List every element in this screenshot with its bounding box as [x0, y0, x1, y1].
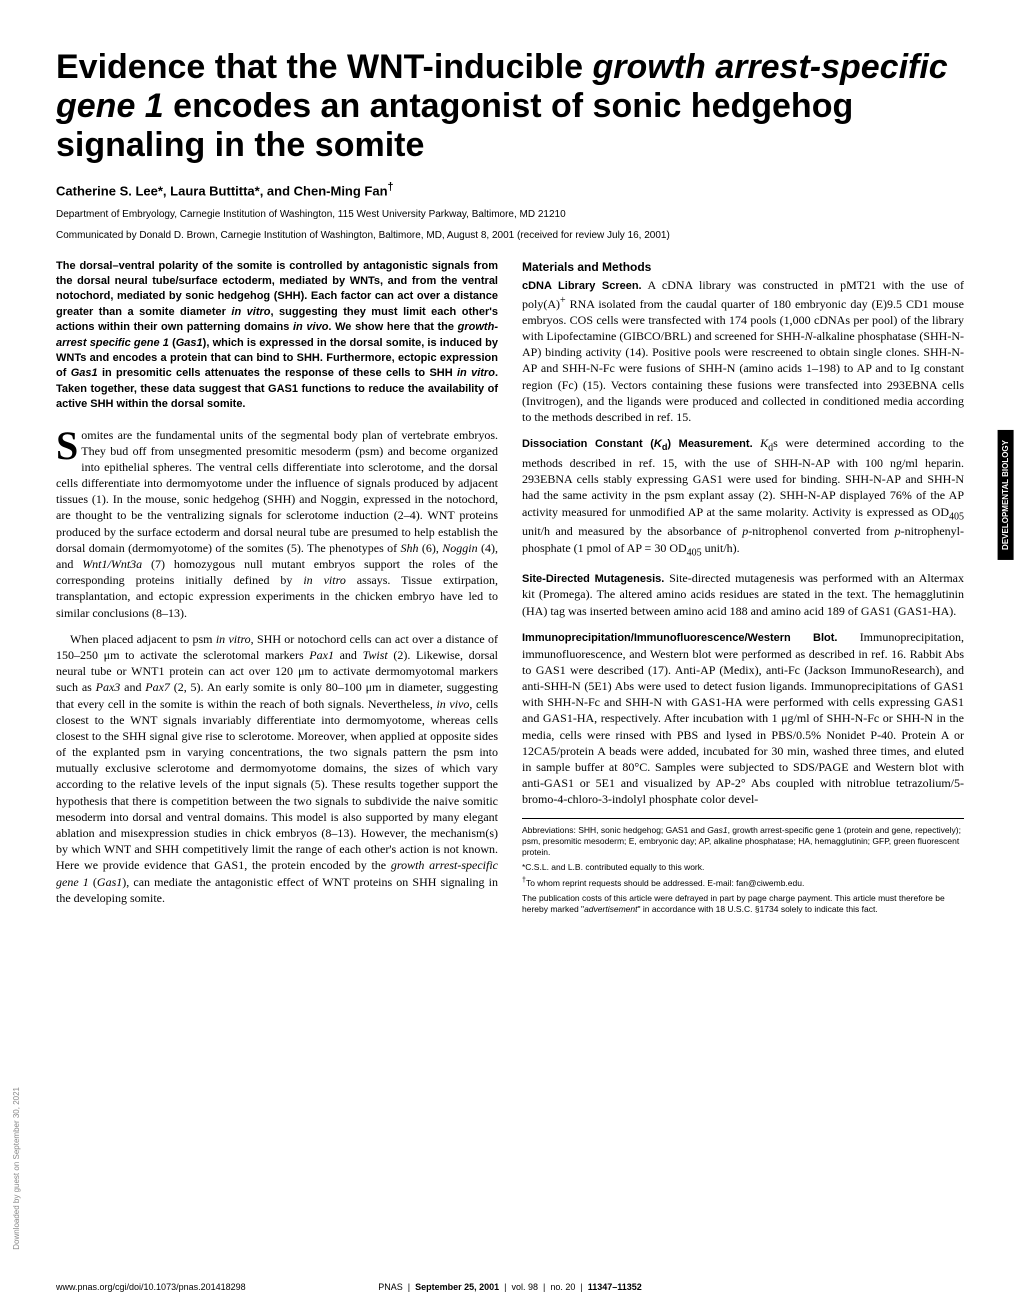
paper-title: Evidence that the WNT-inducible growth a…	[56, 48, 964, 165]
footnote-equal-contribution: *C.S.L. and L.B. contributed equally to …	[522, 862, 964, 873]
subsection-title: Dissociation Constant (Kd) Measurement.	[522, 438, 753, 450]
footnote-publication-costs: The publication costs of this article we…	[522, 893, 964, 916]
intro-paragraph-2: When placed adjacent to psm in vitro, SH…	[56, 631, 498, 906]
abstract: The dorsal–ventral polarity of the somit…	[56, 259, 498, 413]
footnote-correspondence: †To whom reprint requests should be addr…	[522, 876, 964, 889]
page-footer: www.pnas.org/cgi/doi/10.1073/pnas.201418…	[56, 1282, 964, 1292]
methods-kd-measurement: Dissociation Constant (Kd) Measurement. …	[522, 435, 964, 559]
affiliation: Department of Embryology, Carnegie Insti…	[56, 209, 964, 220]
intro-paragraph-1: Somites are the fundamental units of the…	[56, 427, 498, 621]
methods-mutagenesis: Site-Directed Mutagenesis. Site-directed…	[522, 570, 964, 619]
dropcap: S	[56, 427, 81, 463]
methods-immuno: Immunoprecipitation/Immunofluorescence/W…	[522, 629, 964, 808]
authors: Catherine S. Lee*, Laura Buttitta*, and …	[56, 181, 964, 198]
body-columns: The dorsal–ventral polarity of the somit…	[56, 259, 964, 918]
footer-citation: PNAS | September 25, 2001 | vol. 98 | no…	[378, 1282, 642, 1292]
subsection-title: cDNA Library Screen.	[522, 280, 642, 292]
footnote-abbreviations: Abbreviations: SHH, sonic hedgehog; GAS1…	[522, 825, 964, 859]
download-watermark: Downloaded by guest on September 30, 202…	[12, 1087, 21, 1250]
footnotes: Abbreviations: SHH, sonic hedgehog; GAS1…	[522, 818, 964, 916]
journal-section-tab: DEVELOPMENTAL BIOLOGY	[998, 430, 1014, 560]
subsection-title: Immunoprecipitation/Immunofluorescence/W…	[522, 632, 837, 644]
methods-heading: Materials and Methods	[522, 259, 964, 275]
subsection-title: Site-Directed Mutagenesis.	[522, 573, 664, 585]
footer-doi: www.pnas.org/cgi/doi/10.1073/pnas.201418…	[56, 1282, 246, 1292]
communicated-line: Communicated by Donald D. Brown, Carnegi…	[56, 230, 964, 241]
methods-cdna-screen: cDNA Library Screen. A cDNA library was …	[522, 277, 964, 425]
